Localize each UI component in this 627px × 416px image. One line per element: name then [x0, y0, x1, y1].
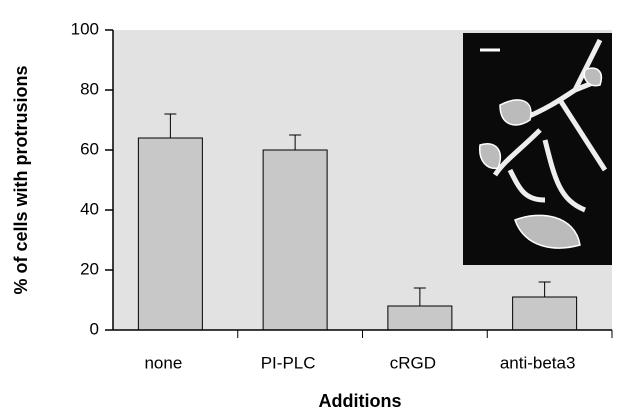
y-tick-label: 0 [90, 319, 99, 338]
x-tick-label: anti-beta3 [500, 353, 576, 372]
y-tick-label: 20 [80, 259, 99, 278]
bar [138, 138, 202, 330]
bar [388, 306, 452, 330]
x-axis-title: Additions [319, 391, 402, 411]
inset-micrograph [463, 33, 612, 265]
bar [263, 150, 327, 330]
bar [513, 297, 577, 330]
y-tick-label: 40 [80, 199, 99, 218]
chart: Additions % of cells with protrusions 0 2… [0, 0, 627, 416]
y-tick-label: 80 [80, 79, 99, 98]
y-axis-title: % of cells with protrusions [11, 65, 31, 294]
y-tick-label: 100 [71, 19, 99, 38]
x-tick-label: none [144, 353, 182, 372]
x-tick-label: cRGD [390, 353, 436, 372]
y-tick-label: 60 [80, 139, 99, 158]
x-tick-label: PI-PLC [261, 353, 316, 372]
